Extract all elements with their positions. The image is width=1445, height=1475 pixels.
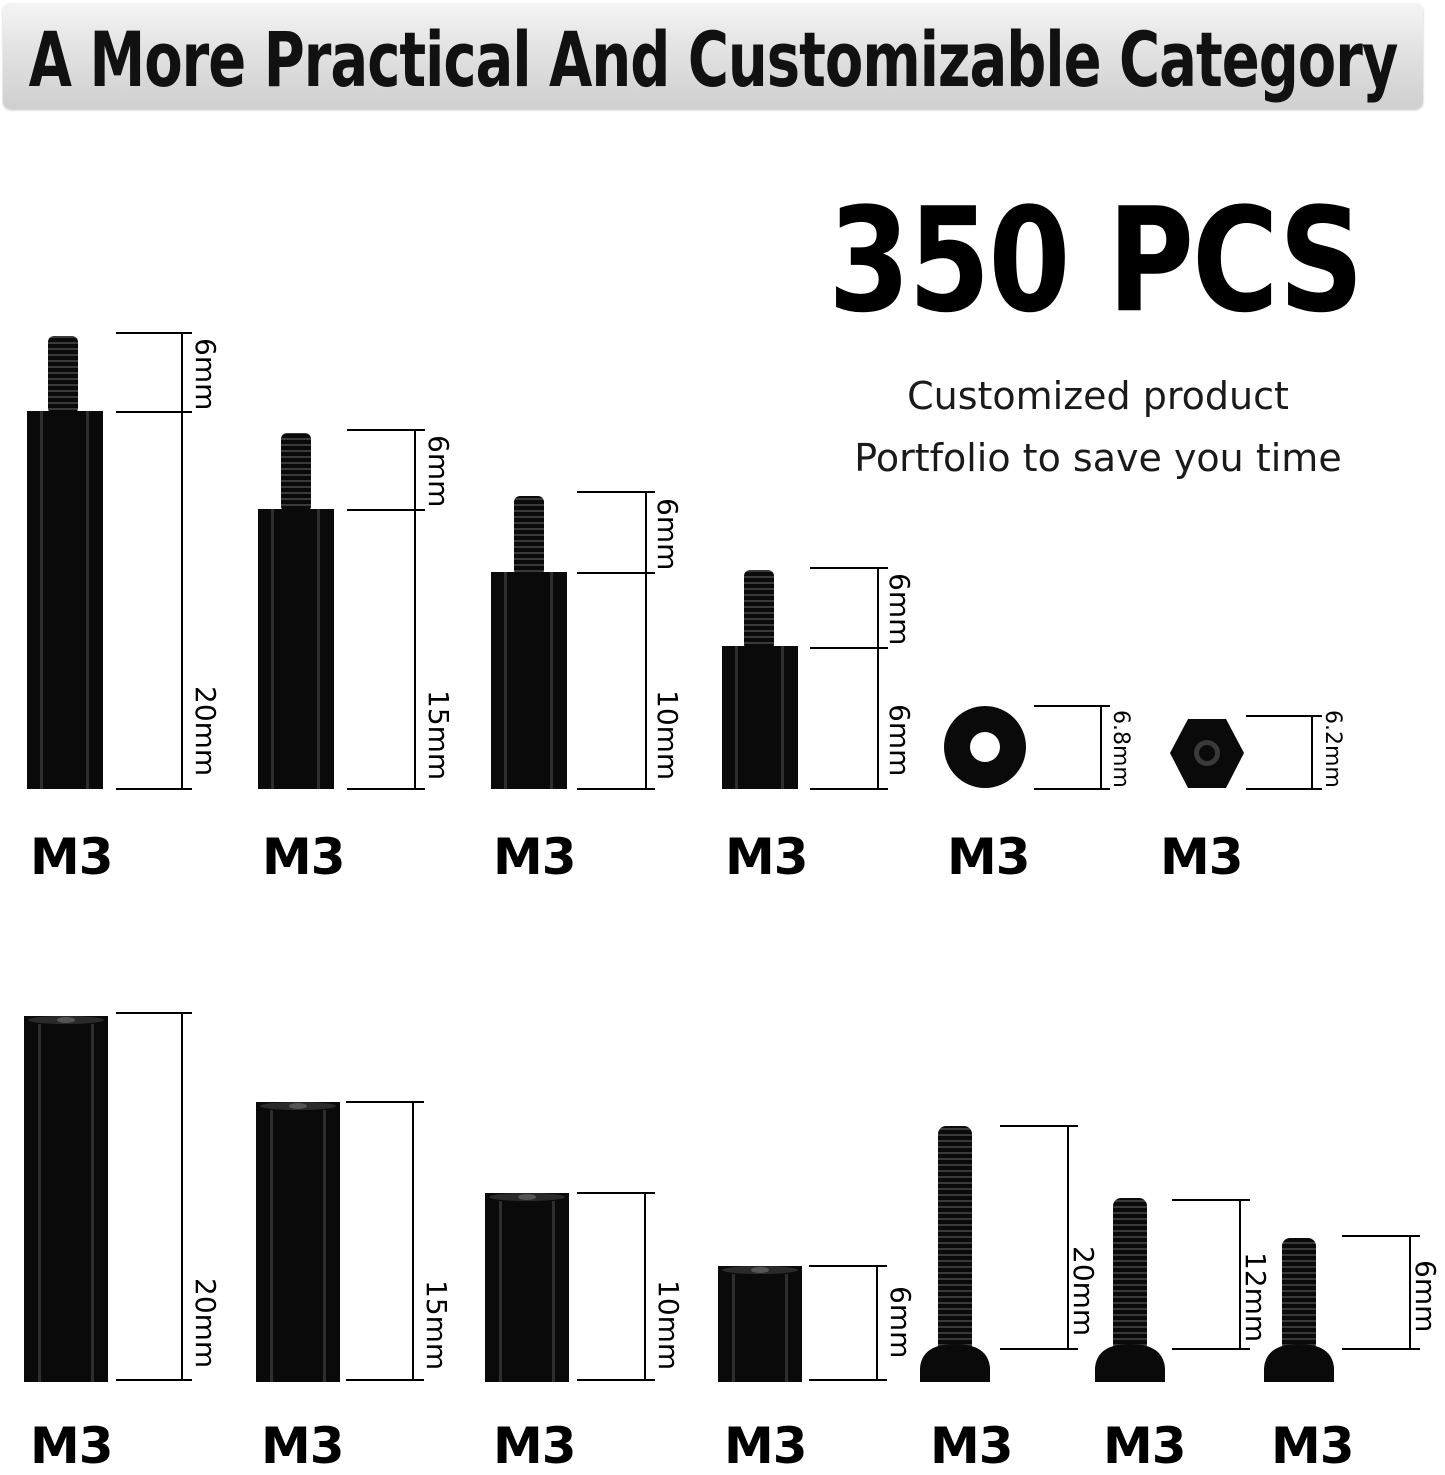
piece-count-headline: 350 PCS: [828, 176, 1364, 345]
size-label: M3: [262, 828, 346, 886]
standoff-10mm-male-female: [491, 496, 567, 789]
dim-label: 12mm: [1239, 1252, 1272, 1342]
size-label: M3: [724, 1417, 808, 1475]
dim-label: 6mm: [1409, 1260, 1442, 1332]
spacer-20mm-female-female: [24, 1016, 108, 1382]
size-label: M3: [725, 828, 809, 886]
dim-label: 10mm: [652, 1280, 685, 1370]
dim-label: 6mm: [189, 338, 222, 410]
dim-label: 6mm: [883, 704, 916, 776]
screw-12mm: [1095, 1198, 1165, 1382]
row1-dimension-lines: [116, 332, 1322, 790]
size-label: M3: [493, 828, 577, 886]
dim-label: 10mm: [651, 690, 684, 780]
row2-dimension-lines: [116, 1012, 1420, 1381]
dim-label: 6.8mm: [1108, 710, 1133, 788]
size-label: M3: [30, 1417, 114, 1475]
screw-6mm: [1264, 1238, 1334, 1382]
standoff-15mm-male-female: [258, 433, 334, 789]
tagline-line-2: Portfolio to save you time: [854, 436, 1342, 480]
banner-title: A More Practical And Customizable Catego…: [28, 17, 1399, 105]
dim-label: 6.2mm: [1320, 710, 1345, 788]
dim-label: 20mm: [189, 686, 222, 776]
dim-label: 6mm: [651, 498, 684, 570]
hex-nut: [1170, 719, 1244, 788]
tagline-line-1: Customized product: [907, 374, 1289, 418]
size-label: M3: [1103, 1417, 1187, 1475]
size-label: M3: [947, 828, 1031, 886]
screw-20mm: [920, 1126, 990, 1382]
washer: [944, 706, 1026, 788]
size-label: M3: [30, 828, 114, 886]
spacer-10mm-female-female: [485, 1193, 569, 1382]
dim-label: 20mm: [189, 1278, 222, 1368]
dim-label: 6mm: [422, 435, 455, 507]
title-banner: A More Practical And Customizable Catego…: [3, 3, 1423, 109]
size-label: M3: [1271, 1417, 1355, 1475]
size-label: M3: [493, 1417, 577, 1475]
dim-label: 6mm: [884, 1286, 917, 1358]
dim-label: 15mm: [422, 690, 455, 780]
dim-label: 20mm: [1067, 1246, 1100, 1336]
spacer-15mm-female-female: [256, 1102, 340, 1382]
standoff-6mm-male-female: [722, 570, 798, 789]
spacer-6mm-female-female: [718, 1266, 802, 1382]
dim-label: 15mm: [420, 1280, 453, 1370]
dim-label: 6mm: [883, 573, 916, 645]
size-label: M3: [261, 1417, 345, 1475]
standoff-20mm-male-female: [27, 336, 103, 789]
size-label: M3: [930, 1417, 1014, 1475]
size-label: M3: [1160, 828, 1244, 886]
